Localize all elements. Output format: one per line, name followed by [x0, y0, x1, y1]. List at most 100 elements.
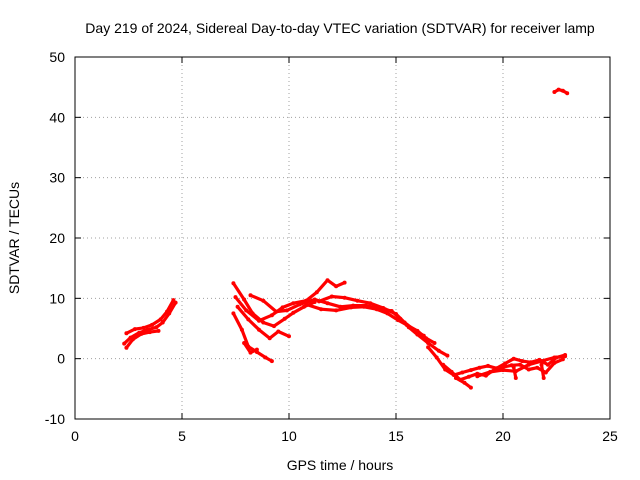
data-point	[269, 313, 274, 318]
data-point	[385, 311, 390, 316]
data-point	[503, 361, 508, 366]
data-point	[165, 309, 169, 314]
data-point	[242, 297, 247, 302]
series-track-11	[317, 294, 426, 338]
data-point	[325, 278, 330, 283]
data-point	[257, 318, 261, 323]
data-point	[563, 354, 568, 359]
series-track-17	[539, 363, 546, 380]
data-point	[501, 368, 505, 373]
data-point	[160, 320, 165, 325]
data-point	[248, 350, 253, 355]
data-point	[374, 307, 379, 312]
data-point	[291, 310, 296, 315]
data-point	[156, 328, 161, 333]
y-tick-label: 0	[57, 351, 65, 367]
data-point	[261, 298, 266, 303]
x-axis-label: GPS time / hours	[287, 457, 394, 473]
data-point	[150, 322, 154, 327]
data-point	[280, 305, 285, 310]
y-tick-label: 20	[49, 230, 65, 246]
chart-title: Day 219 of 2024, Sidereal Day-to-day VTE…	[85, 20, 595, 36]
data-point	[381, 306, 386, 310]
data-point	[468, 385, 473, 390]
data-point	[460, 370, 465, 375]
data-point	[246, 317, 251, 322]
data-point	[355, 298, 360, 303]
data-point	[244, 308, 249, 313]
data-point	[122, 341, 127, 346]
data-point	[432, 341, 437, 345]
data-point	[147, 330, 152, 335]
x-tick-label: 0	[71, 428, 79, 444]
y-tick-label: 10	[49, 290, 65, 306]
data-point	[254, 347, 259, 352]
data-point	[319, 307, 324, 312]
data-point	[526, 367, 531, 372]
data-point	[426, 341, 431, 345]
data-point	[154, 325, 159, 330]
data-point	[233, 295, 238, 300]
data-point	[545, 362, 550, 367]
x-tick-label: 10	[281, 428, 297, 444]
data-point	[556, 87, 561, 92]
y-tick-label: -10	[45, 411, 65, 427]
y-tick-label: 30	[49, 170, 65, 186]
x-tick-label: 20	[495, 428, 511, 444]
data-point	[518, 362, 523, 367]
data-point	[520, 359, 525, 364]
data-point	[349, 305, 354, 310]
data-point	[239, 327, 244, 332]
data-point	[421, 333, 426, 338]
data-point	[445, 353, 450, 358]
data-point	[269, 359, 274, 364]
data-point	[453, 376, 458, 380]
data-point	[276, 329, 281, 334]
data-point	[511, 356, 516, 361]
data-point	[272, 324, 276, 329]
data-point	[565, 91, 570, 96]
data-point	[434, 355, 439, 360]
data-point	[477, 365, 482, 370]
x-tick-label: 5	[178, 428, 186, 444]
x-tick-label: 25	[602, 428, 618, 444]
data-point	[361, 304, 366, 309]
data-point	[394, 312, 398, 316]
data-point	[329, 294, 334, 299]
data-point	[501, 365, 505, 370]
data-point	[291, 301, 296, 306]
data-point	[139, 331, 144, 336]
x-tick-label: 15	[388, 428, 404, 444]
data-point	[413, 328, 418, 333]
plot-area	[122, 87, 570, 390]
data-point	[334, 308, 339, 313]
data-point	[560, 357, 565, 362]
data-point	[267, 336, 272, 341]
data-point	[334, 284, 339, 289]
data-series	[122, 87, 570, 390]
data-point	[526, 362, 531, 367]
y-tick-label: 50	[49, 49, 65, 65]
series-track-18	[552, 87, 569, 95]
data-point	[274, 309, 279, 314]
data-point	[124, 345, 129, 350]
data-point	[466, 374, 471, 379]
data-point	[511, 365, 516, 370]
data-point	[468, 368, 473, 373]
data-point	[257, 327, 261, 332]
y-tick-label: 40	[49, 109, 65, 125]
data-point	[130, 337, 135, 342]
data-point	[284, 308, 289, 313]
data-point	[297, 302, 302, 307]
data-point	[141, 325, 146, 330]
data-point	[475, 374, 480, 379]
data-point	[132, 327, 137, 332]
data-point	[539, 362, 544, 367]
data-point	[317, 299, 321, 304]
data-point	[325, 301, 330, 306]
data-point	[314, 290, 319, 295]
data-point	[441, 362, 446, 367]
data-point	[462, 380, 467, 385]
